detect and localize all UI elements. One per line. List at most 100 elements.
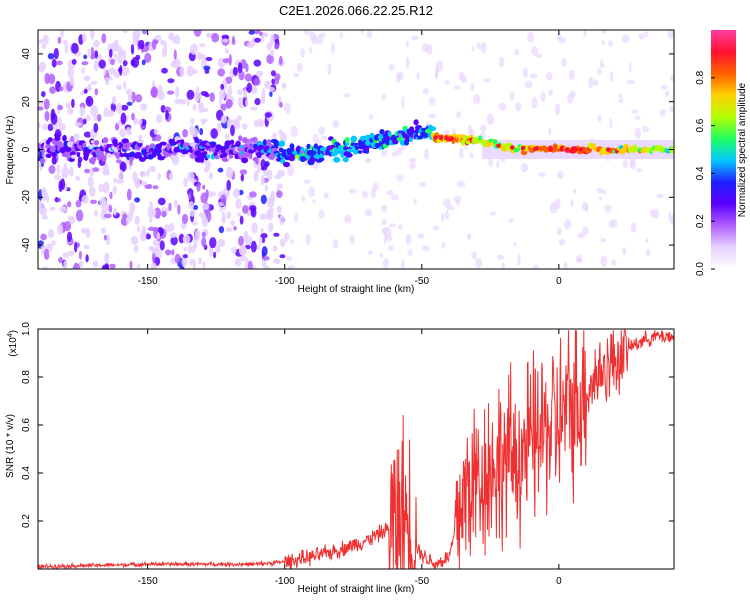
spectrogram-noise-blob <box>78 250 82 260</box>
spectrogram-x-ticks: -150 -100 -50 0 <box>138 30 562 287</box>
spectrogram-noise-blob <box>604 204 612 213</box>
spectrogram-noise-blob <box>476 41 481 50</box>
spectrogram-noise-blob <box>649 209 655 218</box>
spectrogram-noise-blob <box>318 209 325 220</box>
spectrogram-noise-blob <box>67 107 74 115</box>
spectrogram-noise-blob <box>411 35 419 41</box>
spectrogram-noise-blob <box>149 215 153 223</box>
spectrogram-noise-blob <box>457 180 466 188</box>
spectrogram-noise-blob <box>400 145 406 151</box>
spectrogram-noise-blob <box>174 98 183 105</box>
spectrogram-noise-blob <box>148 246 154 251</box>
spectrogram-noise-blob <box>273 258 281 265</box>
spectrogram-noise-blob <box>261 35 265 43</box>
spectrogram-noise-blob <box>83 88 88 94</box>
spectrogram-noise-blob <box>236 212 241 217</box>
snr-x-ticks: -150 -100 -50 0 <box>138 329 562 587</box>
spectrogram-noise-blob <box>210 128 218 139</box>
spectrogram-noise-blob <box>60 178 66 190</box>
spectrogram-marks <box>38 30 674 269</box>
spectrogram-noise-blob <box>556 170 564 179</box>
snr-scale-label: (x104) <box>7 330 19 357</box>
spectrogram-noise-blob <box>197 51 202 61</box>
spectrogram-noise-blob <box>251 222 258 234</box>
spectrogram-noise-blob <box>600 189 608 195</box>
spectrogram-noise-blob <box>193 30 202 37</box>
spectrogram-signal-blob <box>632 144 638 151</box>
spectrogram-noise-blob <box>146 183 153 190</box>
spectrogram-noise-blob <box>155 114 163 124</box>
spectrogram-noise-blob <box>92 167 100 173</box>
colorbar: 0.0 0.2 0.4 0.6 0.8 Normalized spectral ampl… <box>695 30 748 276</box>
spectrogram-noise-blob <box>113 177 117 184</box>
spectrogram-noise-blob <box>83 75 91 82</box>
spectrogram-noise-blob <box>488 157 494 168</box>
spectrogram-noise-blob <box>274 43 280 50</box>
spectrogram-noise-blob <box>92 260 99 268</box>
spectrogram-signal-blob <box>347 152 352 157</box>
spectrogram-noise-blob <box>582 226 589 236</box>
spectrogram-signal-blob <box>228 154 234 159</box>
spectrogram-noise-blob <box>396 72 401 84</box>
spectrogram-noise-blob <box>254 119 259 128</box>
spectrogram-noise-blob <box>259 213 268 220</box>
spectrogram-noise-blob <box>320 135 328 141</box>
spectrogram-signal-blob <box>404 140 409 146</box>
spectrogram-noise-blob <box>150 86 159 98</box>
spectrogram-noise-blob <box>232 188 240 199</box>
spectrogram-signal-blob <box>170 154 176 161</box>
spectrogram-peak <box>520 145 526 151</box>
spectrogram-noise-blob <box>58 256 63 264</box>
spectrogram-noise-blob <box>54 196 59 203</box>
spectrogram-noise-blob <box>204 166 210 173</box>
spectrogram-signal-blob <box>51 151 57 158</box>
spectrogram-noise-blob <box>509 91 515 101</box>
spectrogram-noise-blob <box>569 90 576 98</box>
spectrogram-noise-blob <box>64 42 68 55</box>
spectrogram-noise-blob <box>189 209 196 217</box>
spectrogram-noise-blob <box>49 86 56 94</box>
spectrogram-noise-blob <box>271 78 275 85</box>
spectrogram-y-tick-label: -20 <box>21 190 32 205</box>
spectrogram-noise-blob <box>112 185 117 195</box>
spectrogram-noise-blob <box>293 73 300 78</box>
spectrogram-noise-blob <box>90 80 98 85</box>
spectrogram-noise-blob <box>600 237 607 243</box>
spectrogram-signal-blob <box>230 139 235 145</box>
spectrogram-noise-blob <box>441 241 446 249</box>
spectrogram-noise-blob <box>268 86 275 92</box>
spectrogram-noise-blob <box>641 125 650 133</box>
snr-x-label: Height of straight line (km) <box>298 584 415 595</box>
spectrogram-noise-blob <box>227 85 233 97</box>
spectrogram-noise-blob <box>103 213 112 219</box>
spectrogram-noise-blob <box>167 78 175 84</box>
spectrogram-signal-blob <box>250 137 257 142</box>
spectrogram-noise-blob <box>416 72 420 81</box>
spectrogram-noise-blob <box>203 65 211 71</box>
spectrogram-noise-blob <box>253 170 259 182</box>
spectrogram-noise-blob <box>71 42 79 54</box>
spectrogram-noise-blob <box>166 227 171 233</box>
spectrogram-noise-blob <box>57 104 64 111</box>
spectrogram-noise-blob <box>171 249 175 256</box>
spectrogram-noise-blob <box>233 226 237 231</box>
spectrogram-noise-blob <box>279 101 283 108</box>
spectrogram-signal-blob <box>224 140 232 147</box>
spectrogram-noise-blob <box>645 248 651 257</box>
spectrogram-noise-blob <box>63 260 68 269</box>
spectrogram-noise-blob <box>144 52 152 63</box>
spectrogram-noise-blob <box>168 202 172 211</box>
spectrogram-signal-blob <box>64 150 72 156</box>
spectrogram-noise-blob <box>327 63 332 75</box>
spectrogram-signal-blob <box>47 137 53 142</box>
spectrogram-signal-blob <box>267 155 274 160</box>
spectrogram-signal-blob <box>266 139 272 146</box>
spectrogram-noise-blob <box>51 240 56 246</box>
spectrogram-noise-blob <box>63 162 67 172</box>
spectrogram-noise-blob <box>221 211 226 222</box>
spectrogram-noise-blob <box>593 79 599 86</box>
spectrogram-noise-blob <box>417 233 425 239</box>
spectrogram-noise-blob <box>111 42 119 52</box>
spectrogram-noise-blob <box>405 233 412 246</box>
spectrogram-noise-blob <box>584 203 589 213</box>
